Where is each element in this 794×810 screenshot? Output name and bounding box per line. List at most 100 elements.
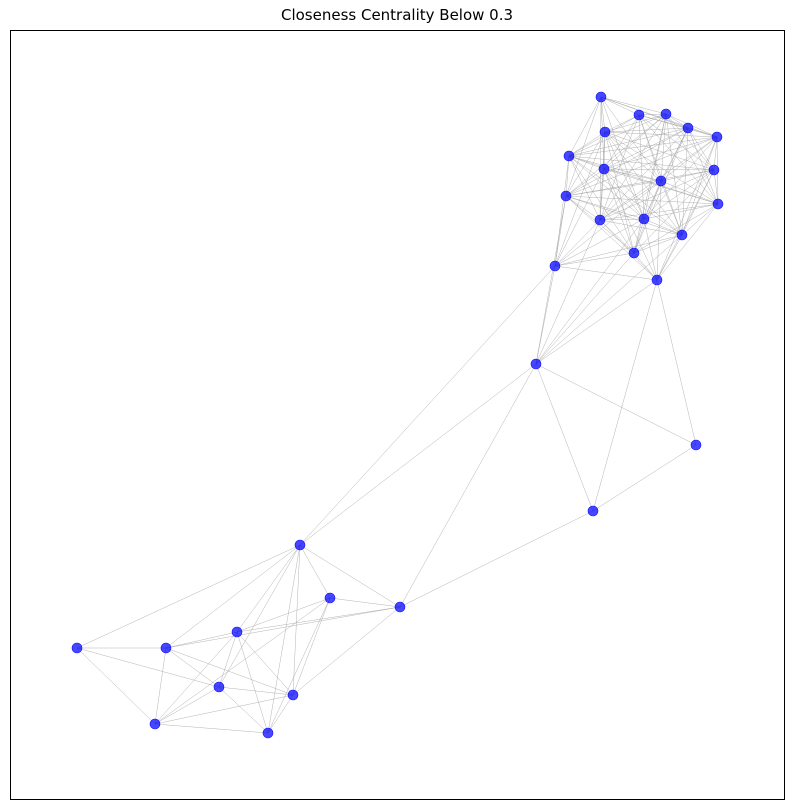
graph-edge [535, 195, 567, 365]
graph-edge [633, 234, 683, 254]
graph-edge [292, 606, 401, 696]
nodes-layer [71, 91, 724, 739]
graph-edge [665, 113, 719, 205]
graph-edge [633, 218, 645, 254]
graph-edge [599, 96, 602, 221]
graph-edge [554, 195, 567, 267]
graph-edge [565, 195, 719, 205]
graph-edge [603, 168, 683, 236]
graph-node [655, 175, 667, 187]
graph-edge [665, 113, 715, 171]
graph-edge [633, 127, 689, 254]
graph-edge [554, 265, 658, 281]
graph-edge [568, 155, 715, 171]
graph-edge [599, 219, 635, 254]
graph-edge [687, 127, 719, 205]
graph-node [149, 718, 161, 730]
plot-frame [10, 30, 785, 800]
graph-node [530, 358, 542, 370]
graph-edge [604, 131, 719, 205]
graph-node [708, 164, 720, 176]
graph-edge [568, 127, 689, 157]
graph-node [160, 642, 172, 654]
graph-edge [535, 234, 683, 365]
graph-edge [638, 114, 715, 171]
graph-edge [599, 168, 605, 221]
graph-edge [267, 544, 301, 734]
graph-edge [599, 203, 719, 221]
graph-edge [565, 131, 606, 197]
graph-node [594, 214, 606, 226]
graph-edge [554, 234, 683, 267]
graph-node [587, 505, 599, 517]
graph-edge [656, 136, 718, 281]
graph-node [676, 229, 688, 241]
graph-edge [713, 136, 718, 171]
graph-edge [604, 114, 640, 133]
graph-edge [236, 606, 401, 633]
graph-edge [656, 234, 683, 281]
graph-edge [604, 131, 635, 254]
graph-edge [535, 219, 601, 365]
graph-node [394, 601, 406, 613]
graph-edge [603, 168, 662, 182]
graph-edge [643, 169, 715, 220]
graph-edge [599, 180, 662, 221]
graph-edge [604, 113, 667, 133]
graph-edge [643, 113, 667, 220]
graph-edge [165, 606, 401, 649]
graph-edge [603, 168, 635, 254]
graph-edge [165, 647, 294, 696]
graph-edge [603, 168, 658, 281]
graph-edge [299, 544, 331, 599]
graph-edge [565, 169, 715, 197]
graph-edge [565, 127, 689, 197]
graph-node [599, 126, 611, 138]
graph-edge [565, 180, 662, 197]
graph-edge [299, 544, 401, 608]
graph-edge [656, 180, 662, 281]
graph-edge [643, 136, 718, 220]
graph-edge [599, 218, 645, 221]
graph-edge [267, 597, 331, 734]
graph-edge [604, 131, 683, 236]
graph-edge [299, 363, 537, 546]
graph-node [628, 247, 640, 259]
graph-edge [638, 114, 683, 236]
graph-edge [554, 252, 635, 267]
graph-edge [565, 155, 570, 197]
graph-edge [565, 195, 683, 236]
graph-edge [568, 96, 602, 157]
graph-node [560, 190, 572, 202]
graph-edge [681, 127, 689, 236]
graph-edge [638, 114, 645, 220]
graph-node [213, 681, 225, 693]
graph-edge [681, 203, 719, 236]
graph-edge [643, 127, 689, 220]
graph-node [71, 642, 83, 654]
graph-node [549, 260, 561, 272]
graph-edge [299, 265, 556, 546]
graph-edge [665, 113, 683, 236]
graph-edge [599, 127, 689, 221]
graph-edge [554, 131, 606, 267]
graph-edge [643, 203, 719, 220]
edges-layer [76, 96, 719, 734]
graph-edge [656, 203, 719, 281]
graph-edge [643, 218, 683, 236]
graph-edge [660, 180, 719, 205]
graph-edge [656, 279, 697, 446]
graph-edge [218, 544, 301, 688]
graph-edge [633, 169, 715, 254]
graph-edge [600, 96, 667, 115]
graph-edge [592, 444, 697, 512]
graph-edge [535, 218, 645, 365]
graph-node [231, 626, 243, 638]
graph-edge [554, 168, 605, 267]
graph-edge [76, 647, 156, 725]
graph-edge [603, 136, 718, 170]
graph-edge [660, 136, 718, 182]
graph-edge [154, 694, 294, 725]
graph-edge [599, 113, 667, 221]
graph-edge [568, 155, 645, 220]
